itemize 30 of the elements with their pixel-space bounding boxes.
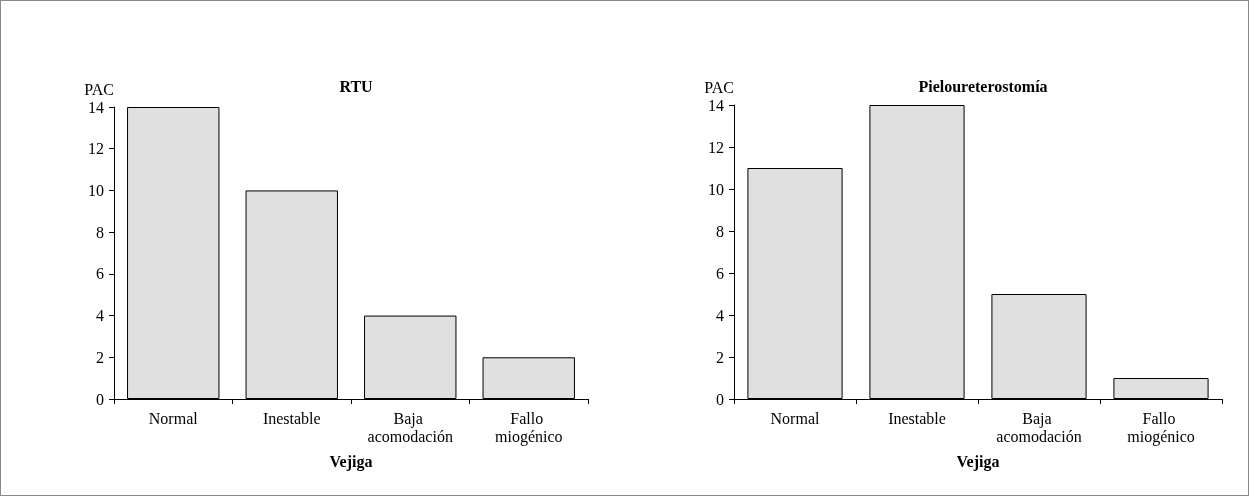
x-tick-label: Baja acomodación — [367, 409, 453, 445]
x-tick-label: Normal — [770, 409, 820, 427]
y-tick-label: 2 — [96, 348, 104, 366]
x-tick-label: Inestable — [888, 409, 946, 427]
y-tick-label: 6 — [716, 264, 724, 282]
chart-title: RTU — [339, 77, 374, 95]
y-tick-label: 10 — [88, 181, 104, 199]
x-tick-label: Fallo miogénico — [494, 409, 563, 446]
chart-title: Pieloureterostomía — [918, 77, 1048, 95]
y-tick-label: 0 — [716, 390, 724, 408]
y-tick-label: 4 — [96, 307, 104, 325]
y-tick-label: 10 — [708, 180, 724, 198]
y-tick-label: 6 — [96, 265, 104, 283]
y-tick-label: 14 — [708, 96, 724, 114]
x-tick-label: Inestable — [262, 409, 321, 427]
y-tick-label: 12 — [88, 140, 104, 158]
x-tick-label: Baja acomodación — [996, 409, 1082, 445]
x-tick-label: Normal — [148, 409, 199, 427]
x-axis-title: Vejiga — [956, 452, 1000, 471]
y-axis-title: PAC — [84, 80, 114, 98]
y-tick-label: 14 — [88, 98, 104, 116]
y-tick-label: 12 — [708, 138, 724, 156]
x-axis-title: Vejiga — [329, 452, 373, 471]
x-tick-label: Fallo miogénico — [1127, 409, 1195, 446]
y-tick-label: 4 — [716, 306, 724, 324]
y-axis-title: PAC — [704, 78, 734, 96]
y-tick-label: 2 — [716, 348, 724, 366]
y-tick-label: 8 — [96, 223, 104, 241]
y-tick-label: 8 — [716, 222, 724, 240]
y-tick-label: 0 — [96, 390, 104, 408]
